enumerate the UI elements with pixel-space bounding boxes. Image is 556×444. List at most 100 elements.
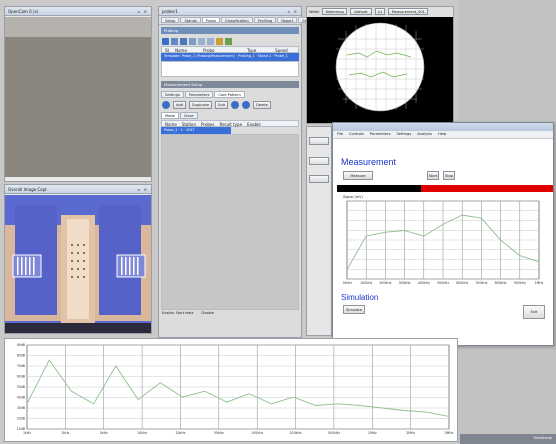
tab-classification[interactable]: Classification	[221, 17, 253, 23]
y-tick-label: 70dB	[17, 364, 25, 368]
y-tick-label: 20dB	[17, 417, 25, 421]
tab-settings[interactable]: Settings	[161, 91, 184, 98]
x-tick-label: 500kHz	[328, 431, 340, 435]
menu-file[interactable]: File	[337, 132, 344, 136]
tab-probe[interactable]: Probe	[201, 17, 220, 23]
list-mode-tabs: Mode Close	[159, 111, 301, 120]
add-button[interactable]: Add	[173, 101, 186, 109]
x-tick-label: 200kHz	[379, 281, 391, 285]
probing-selected-row[interactable]: Template: Probe_1 (ProbingMeasurement) ·…	[161, 53, 299, 61]
bottom-chart: 1kHz 2kHz 5kHz 10kHz 20kHz 50kHz 100kHz 200kHz 5…	[17, 343, 454, 435]
side-button-3[interactable]	[309, 175, 329, 183]
copy-icon[interactable]	[171, 37, 178, 45]
settings-icon[interactable]	[225, 37, 232, 45]
side-button-1[interactable]	[309, 137, 329, 145]
x-tick-label: 2MHz	[406, 431, 415, 435]
scale-field[interactable]: x1	[374, 8, 386, 15]
probing-section-header: Probing	[161, 27, 299, 34]
window-controls-icon[interactable]: ▫ ✕	[137, 8, 148, 14]
tab-setup[interactable]: Setup	[161, 17, 180, 23]
tab-mode[interactable]: Mode	[161, 112, 179, 119]
col-list-result: Result type	[219, 122, 243, 127]
probing-table-header: St Name Probe Type Speed	[161, 46, 299, 53]
x-tick-label: 20kHz	[175, 431, 185, 435]
x-tick-label: 2kHz	[61, 431, 69, 435]
menu-analysis[interactable]: Analysis	[417, 132, 433, 136]
x-tick-label: 600kHz	[456, 281, 468, 285]
menu-settings[interactable]: Settings	[396, 132, 412, 136]
measurement-heading: Measurement	[341, 157, 397, 167]
series-line	[346, 214, 540, 270]
default-field[interactable]: Default	[349, 8, 372, 15]
add-icon[interactable]	[162, 37, 169, 45]
measurement-list-row[interactable]: Probe_1 · 1 · VOLT	[161, 127, 231, 134]
status-disable: Disable	[201, 311, 214, 315]
window-controls-icon[interactable]: ▫ ✕	[137, 186, 148, 192]
tab-parameters[interactable]: Parameters	[184, 91, 214, 98]
down-icon[interactable]	[207, 37, 214, 45]
tab-report[interactable]: Report	[277, 17, 298, 23]
x-tick-label: 900kHz	[514, 281, 526, 285]
pin-icon[interactable]	[216, 37, 223, 45]
pcb-image	[5, 195, 151, 333]
col-type: Type	[247, 48, 257, 53]
x-tick-label: 700kHz	[475, 281, 487, 285]
stop-button[interactable]: Stop	[443, 171, 455, 180]
down-arrow-icon[interactable]	[242, 101, 251, 109]
up-arrow-icon[interactable]	[231, 101, 240, 109]
window-controls-icon[interactable]: ▫ ✕	[287, 8, 298, 14]
camera-titlebar[interactable]: OpenCam 0 (x) ▫ ✕	[5, 7, 151, 16]
x-tick-label: 500kHz	[437, 281, 449, 285]
col-st: St	[165, 48, 170, 53]
side-controls	[306, 126, 332, 336]
prober-tabs: Setup Stands Probe Classification Profil…	[159, 16, 320, 25]
measurement-subtabs: Settings Parameters Core Pattern	[159, 90, 301, 99]
x-tick-label: 400kHz	[418, 281, 430, 285]
popup-titlebar[interactable]	[333, 123, 553, 131]
menu-help[interactable]: Help	[438, 132, 447, 136]
delete-icon[interactable]	[189, 37, 196, 45]
x-tick-label: 10kHz	[137, 431, 147, 435]
y-tick-label: 40dB	[17, 396, 25, 400]
x-tick-label: 300kHz	[399, 281, 411, 285]
tab-stands[interactable]: Stands	[180, 17, 201, 23]
exit-button[interactable]: Exit	[523, 305, 545, 319]
measurement-popup: File Controls Parameters Settings Analys…	[332, 122, 554, 346]
side-button-2[interactable]	[309, 157, 329, 165]
menu-parameters[interactable]: Parameters	[369, 132, 391, 136]
duplicate-button[interactable]: Duplicate	[188, 101, 213, 109]
measurement-field[interactable]: Measurement_001	[388, 8, 429, 15]
tab-profiling[interactable]: Profiling	[253, 17, 277, 23]
wafer-window: Wafer Wafermap Default x1 Measurement_00…	[306, 6, 454, 124]
x-tick-label: 50kHz	[214, 431, 224, 435]
start-button[interactable]: Start	[427, 171, 439, 180]
x-tick-label: 200kHz	[290, 431, 302, 435]
y-tick-label: 90dB	[17, 343, 25, 347]
tab-close[interactable]: Close	[179, 112, 198, 119]
measure-button[interactable]: Measure	[343, 171, 373, 180]
edit-button[interactable]: Edit	[215, 101, 229, 109]
bottom-chart-panel: 1kHz 2kHz 5kHz 10kHz 20kHz 50kHz 100kHz 200kHz 5…	[4, 338, 458, 442]
pcb-title: Overall Image Capt	[8, 186, 47, 192]
series-line	[26, 359, 450, 417]
x-tick-label: 1MHz	[368, 431, 377, 435]
up-icon[interactable]	[198, 37, 205, 45]
simulate-button[interactable]: Simulate	[343, 305, 365, 314]
progress-red-bar	[421, 185, 553, 192]
camera-view	[5, 37, 151, 177]
add-circle-icon[interactable]	[162, 101, 170, 109]
wafer-map[interactable]	[307, 17, 453, 123]
menu-controls[interactable]: Controls	[349, 132, 364, 136]
popup-menubar: File Controls Parameters Settings Analys…	[333, 131, 553, 139]
tab-core-pattern[interactable]: Core Pattern	[214, 91, 245, 98]
save-icon[interactable]	[180, 37, 187, 45]
y-tick-label: 80dB	[17, 354, 25, 358]
x-tick-label: 30kHz	[343, 281, 352, 285]
taskbar-clock: Timestamp	[533, 436, 552, 440]
probing-list-blank	[161, 61, 299, 77]
simulation-heading: Simulation	[341, 293, 379, 302]
prober-titlebar[interactable]: prober1 ▫ ✕	[159, 7, 301, 16]
wafermap-field[interactable]: Wafermap	[322, 8, 347, 15]
delete-button[interactable]: Delete	[253, 101, 271, 109]
pcb-titlebar[interactable]: Overall Image Capt ▫ ✕	[5, 185, 151, 194]
